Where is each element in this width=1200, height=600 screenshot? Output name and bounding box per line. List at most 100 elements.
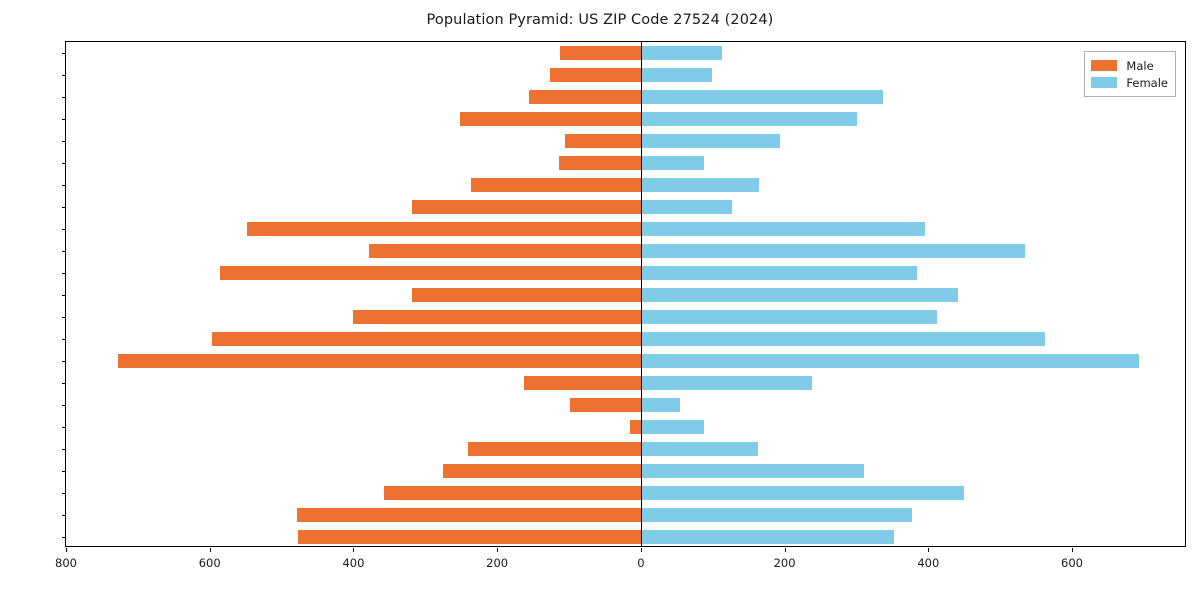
- bar-female[interactable]: [640, 178, 760, 192]
- x-tick-mark: [497, 548, 499, 552]
- bar-female[interactable]: [640, 112, 858, 126]
- y-tick-mark: [62, 185, 66, 186]
- bar-female[interactable]: [640, 134, 781, 148]
- y-tick-mark: [62, 163, 66, 164]
- bar-male[interactable]: [558, 156, 641, 170]
- pyramid-row: [66, 376, 1185, 390]
- pyramid-row: [66, 156, 1185, 170]
- x-tick-mark: [784, 548, 786, 552]
- x-axis-label-3: 200: [486, 556, 509, 570]
- bar-female[interactable]: [640, 200, 733, 214]
- y-tick-mark: [62, 273, 66, 274]
- bar-male[interactable]: [352, 310, 641, 324]
- bar-male[interactable]: [468, 442, 641, 456]
- bar-female[interactable]: [640, 508, 912, 522]
- zero-axis-line: [640, 42, 642, 546]
- bar-female[interactable]: [640, 398, 680, 412]
- pyramid-row: [66, 530, 1185, 544]
- bar-female[interactable]: [640, 310, 937, 324]
- chart-title: Population Pyramid: US ZIP Code 27524 (2…: [426, 12, 774, 28]
- pyramid-row: [66, 112, 1185, 126]
- y-tick-mark: [62, 75, 66, 76]
- bar-male[interactable]: [211, 332, 641, 346]
- legend-swatch-male: [1091, 60, 1118, 71]
- legend-label-male: Male: [1126, 58, 1154, 73]
- bar-male[interactable]: [368, 244, 641, 258]
- bar-male[interactable]: [411, 200, 641, 214]
- y-tick-mark: [62, 229, 66, 230]
- x-axis-label-7: 600: [1061, 556, 1083, 570]
- bar-male[interactable]: [470, 178, 641, 192]
- bar-female[interactable]: [640, 156, 705, 170]
- bar-male[interactable]: [298, 530, 641, 544]
- bar-female[interactable]: [640, 288, 958, 302]
- chart-legend: Male Female: [1084, 51, 1176, 97]
- y-tick-mark: [62, 471, 66, 472]
- pyramid-row: [66, 508, 1185, 522]
- y-tick-mark: [62, 427, 66, 428]
- x-axis-label-4: 0: [637, 556, 645, 570]
- bar-female[interactable]: [640, 376, 812, 390]
- x-tick-mark: [209, 548, 211, 552]
- bar-female[interactable]: [640, 530, 894, 544]
- bar-female[interactable]: [640, 332, 1045, 346]
- y-tick-mark: [62, 515, 66, 516]
- bar-female[interactable]: [640, 222, 926, 236]
- bar-male[interactable]: [219, 266, 641, 280]
- bar-female[interactable]: [640, 266, 917, 280]
- legend-item-male[interactable]: Male: [1091, 57, 1168, 74]
- x-axis-label-0: 800: [55, 556, 77, 570]
- pyramid-row: [66, 68, 1185, 82]
- pyramid-row: [66, 178, 1185, 192]
- bar-male[interactable]: [630, 420, 641, 434]
- bar-male[interactable]: [560, 46, 641, 60]
- pyramid-row: [66, 266, 1185, 280]
- x-tick-mark: [353, 548, 355, 552]
- bar-female[interactable]: [640, 442, 758, 456]
- y-tick-mark: [62, 53, 66, 54]
- y-tick-mark: [62, 493, 66, 494]
- x-tick-mark: [928, 548, 930, 552]
- x-tick-mark: [1072, 548, 1074, 552]
- pyramid-row: [66, 244, 1185, 258]
- y-tick-mark: [62, 97, 66, 98]
- bar-male[interactable]: [412, 288, 641, 302]
- bar-male[interactable]: [564, 134, 641, 148]
- bar-female[interactable]: [640, 464, 865, 478]
- bar-male[interactable]: [383, 486, 641, 500]
- pyramid-row: [66, 134, 1185, 148]
- bars-container: [66, 42, 1185, 546]
- y-tick-mark: [62, 317, 66, 318]
- bar-male[interactable]: [297, 508, 641, 522]
- bar-female[interactable]: [640, 68, 712, 82]
- bar-male[interactable]: [459, 112, 641, 126]
- bar-male[interactable]: [529, 90, 641, 104]
- pyramid-row: [66, 46, 1185, 60]
- y-tick-mark: [62, 141, 66, 142]
- bar-female[interactable]: [640, 90, 884, 104]
- bar-male[interactable]: [442, 464, 641, 478]
- bar-male[interactable]: [247, 222, 641, 236]
- legend-label-female: Female: [1126, 75, 1168, 90]
- bar-female[interactable]: [640, 46, 723, 60]
- legend-item-female[interactable]: Female: [1091, 74, 1168, 91]
- x-axis-label-6: 400: [917, 556, 940, 570]
- x-tick-mark: [640, 548, 642, 552]
- bar-male[interactable]: [570, 398, 641, 412]
- bar-male[interactable]: [118, 354, 641, 368]
- bar-male[interactable]: [523, 376, 641, 390]
- x-axis-label-1: 600: [198, 556, 221, 570]
- pyramid-row: [66, 222, 1185, 236]
- x-tick-mark: [66, 548, 67, 552]
- pyramid-row: [66, 398, 1185, 412]
- y-tick-mark: [62, 339, 66, 340]
- bar-female[interactable]: [640, 420, 705, 434]
- plot-area: Male Female 85+80-8475-7970-7467-6965-66…: [55, 41, 1186, 570]
- y-tick-mark: [62, 405, 66, 406]
- bar-female[interactable]: [640, 486, 964, 500]
- bar-female[interactable]: [640, 354, 1139, 368]
- bar-female[interactable]: [640, 244, 1026, 258]
- pyramid-row: [66, 200, 1185, 214]
- bar-male[interactable]: [549, 68, 641, 82]
- x-axis-label-5: 200: [773, 556, 796, 570]
